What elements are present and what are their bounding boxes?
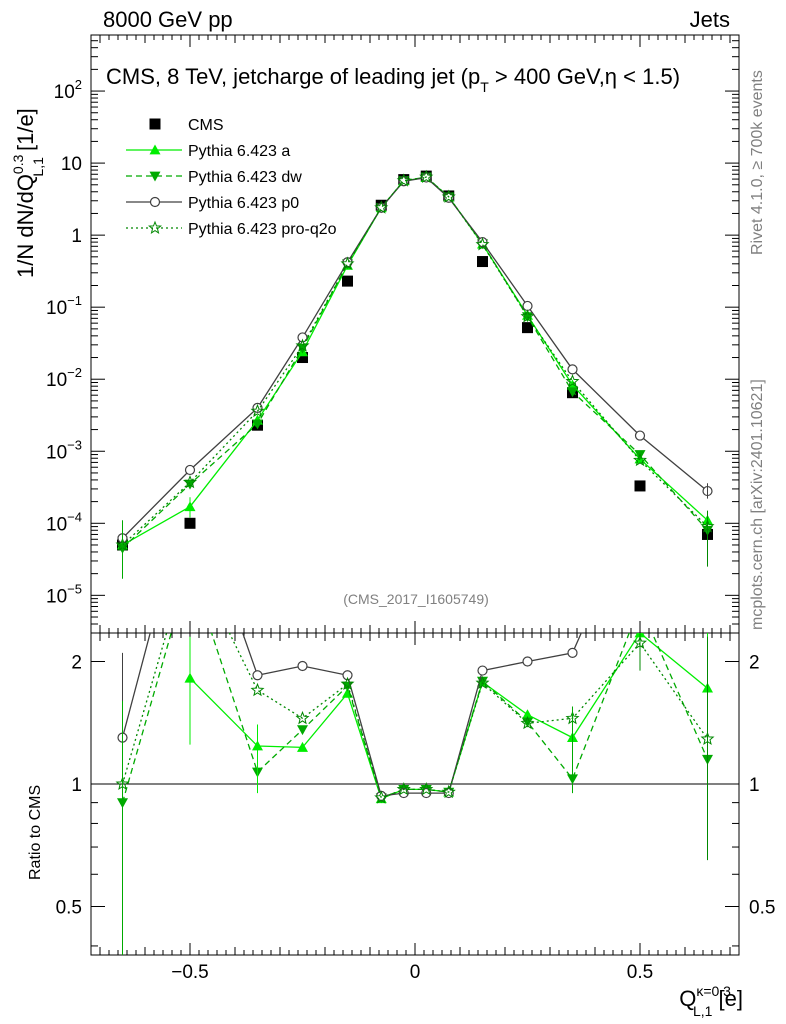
ratio-line-pythia-6-423-pro-q2o [121, 633, 709, 799]
legend-marker-pythia-6-423-pro-q2o [148, 220, 162, 235]
y-tick-label: 10−2 [46, 365, 82, 391]
x-tick-label: 0 [410, 962, 421, 983]
ratio-point-pythia-6-423-p0 [297, 660, 308, 672]
main-series-group [115, 169, 715, 579]
y-tick-label: 10−1 [46, 293, 82, 319]
ratio-point-pythia-6-423-p0 [522, 656, 533, 667]
ratio-point-pythia-6-423-a [522, 709, 533, 720]
data-point-pythia-6-423-pro-q2o [565, 374, 580, 388]
series-line-pythia-6-423-pro-q2o [122, 176, 708, 546]
legend-label-pythia-6-423-a: Pythia 6.423 a [188, 143, 290, 160]
y-tick-label: 10−5 [46, 581, 82, 607]
data-point-pythia-6-423-pro-q2o [374, 200, 389, 214]
ratio-y-tick-label: 2 [71, 653, 82, 674]
data-point-pythia-6-423-pro-q2o [183, 475, 197, 489]
ratio-series-group [115, 495, 715, 955]
ratio-point-pythia-6-423-dw [635, 601, 646, 611]
data-point-pythia-6-423-dw [252, 419, 263, 430]
legend: CMS Pythia 6.423 a Pythia 6.423 dw Pythia 6… [126, 117, 337, 238]
x-axis-label: Qκ=0.3 L,1 [e] [679, 983, 743, 1019]
ratio-point-pythia-6-423-pro-q2o [475, 675, 490, 689]
main-panel: 10−5 10−4 10−3 10−2 10−1 1 10 102 [46, 34, 740, 634]
ratio-y-axis-label: Ratio to CMS [27, 785, 44, 880]
ratio-point-pythia-6-423-pro-q2o [374, 790, 389, 804]
ratio-point-pythia-6-423-p0 [477, 665, 488, 676]
x-tick-label: −0.5 [171, 962, 209, 983]
data-point-pythia-6-423-p0 [297, 332, 308, 343]
data-point-pythia-6-423-pro-q2o [396, 173, 411, 187]
y-tick-label: 10−4 [46, 509, 82, 535]
process-label: Jets [690, 7, 730, 32]
data-point-pythia-6-423-pro-q2o [633, 452, 647, 467]
data-point-pythia-6-423-p0 [184, 464, 196, 476]
data-point-cms [342, 275, 353, 287]
data-point-cms [522, 322, 533, 334]
data-point-pythia-6-423-p0 [252, 402, 263, 413]
data-point-pythia-6-423-p0 [522, 300, 533, 312]
ratio-point-pythia-6-423-p0 [252, 670, 263, 681]
ratio-y-tick-label-right: 2 [749, 653, 760, 674]
x-tick-label: 0.5 [627, 962, 653, 983]
ratio-point-pythia-6-423-pro-q2o [419, 782, 434, 796]
mcplots-label: mcplots.cern.ch [arXiv:2401.10621] [749, 379, 766, 630]
ratio-point-pythia-6-423-pro-q2o [250, 682, 265, 697]
data-point-pythia-6-423-dw [567, 387, 578, 398]
ratio-line-pythia-6-423-a [189, 633, 708, 800]
ratio-y-tick-label: 1 [71, 775, 82, 796]
ratio-point-pythia-6-423-dw [185, 563, 196, 573]
data-point-pythia-6-423-p0 [634, 430, 646, 441]
data-point-cms [634, 480, 646, 492]
ratio-point-pythia-6-423-pro-q2o [295, 710, 310, 725]
ratio-point-pythia-6-423-p0 [342, 670, 353, 681]
ratio-line-pythia-6-423-dw [121, 633, 709, 803]
main-y-axis-label: 1/N dN/dQ0.3 L,1 [1/e] [10, 108, 46, 278]
legend-marker-cms [149, 118, 161, 130]
ratio-point-pythia-6-423-pro-q2o [184, 547, 195, 558]
ratio-point-pythia-6-423-p0 [443, 787, 454, 799]
rivet-version-label: Rivet 4.1.0, ≥ 700k events [749, 70, 766, 255]
chart-title: CMS, 8 TeV, jetcharge of leading jet (pT… [106, 64, 680, 95]
ratio-y-tick-label-right: 0.5 [749, 897, 775, 918]
ratio-y-tick-label-right: 1 [749, 775, 760, 796]
ratio-point-pythia-6-423-pro-q2o [520, 715, 535, 730]
ratio-point-pythia-6-423-a [297, 741, 308, 752]
legend-label-cms: CMS [188, 117, 224, 134]
ratio-panel: −0.5 0 0.5 0.5 0.5 1 1 2 2 [56, 495, 775, 983]
ratio-point-pythia-6-423-dw [297, 725, 308, 736]
data-point-cms [184, 517, 196, 529]
data-point-cms [297, 352, 308, 364]
y-tick-label: 10−3 [46, 437, 82, 463]
ratio-y-tick-label: 0.5 [56, 897, 82, 918]
data-point-cms [477, 256, 488, 268]
legend-marker-pythia-6-423-dw [149, 171, 161, 182]
legend-label-pythia-6-423-dw: Pythia 6.423 dw [188, 169, 302, 186]
ratio-point-pythia-6-423-p0 [636, 495, 645, 504]
data-point-pythia-6-423-pro-q2o [475, 237, 490, 251]
data-point-pythia-6-423-pro-q2o [250, 403, 265, 418]
ratio-point-pythia-6-423-pro-q2o [340, 676, 355, 690]
y-tick-label: 10 [61, 154, 82, 175]
legend-marker-pythia-6-423-p0 [149, 196, 161, 208]
ratio-point-pythia-6-423-p0 [567, 647, 578, 658]
ratio-line-pythia-6-423-p0 [121, 633, 582, 797]
legend-marker-pythia-6-423-a [149, 144, 161, 155]
data-point-pythia-6-423-p0 [567, 364, 578, 375]
energy-label: 8000 GeV pp [103, 7, 233, 32]
data-point-pythia-6-423-pro-q2o [419, 169, 434, 184]
data-point-pythia-6-423-pro-q2o [520, 309, 535, 323]
ratio-point-pythia-6-423-pro-q2o [441, 784, 456, 799]
ratio-point-pythia-6-423-pro-q2o [396, 782, 411, 796]
y-tick-label: 1 [71, 226, 82, 247]
legend-label-pythia-6-423-pro-q2o: Pythia 6.423 pro-q2o [188, 221, 337, 238]
analysis-watermark: (CMS_2017_I1605749) [343, 591, 489, 607]
data-point-pythia-6-423-pro-q2o [340, 256, 355, 270]
y-tick-label: 102 [54, 77, 82, 103]
data-point-pythia-6-423-pro-q2o [441, 189, 456, 203]
legend-label-pythia-6-423-p0: Pythia 6.423 p0 [188, 195, 299, 212]
data-point-pythia-6-423-pro-q2o [295, 338, 310, 352]
